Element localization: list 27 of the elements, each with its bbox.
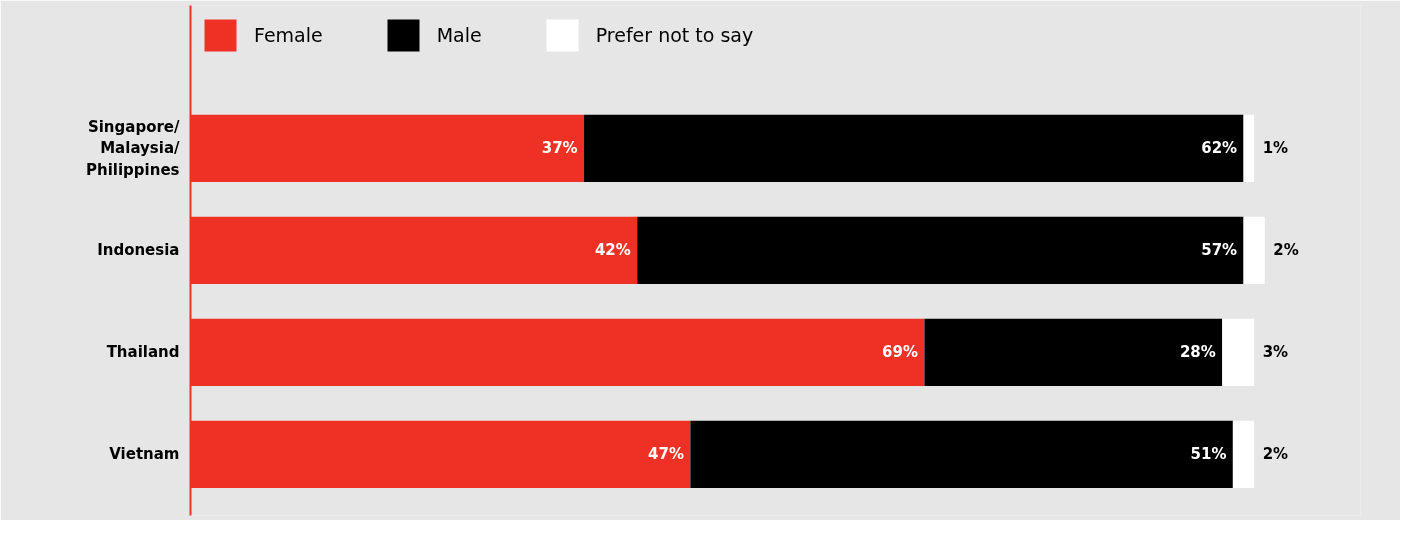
data-label: 47% — [648, 445, 685, 464]
legend-label: Male — [436, 24, 482, 46]
legend-label: Prefer not to say — [595, 24, 754, 46]
bar — [1243, 216, 1265, 284]
data-label: 69% — [882, 343, 919, 362]
data-label: 62% — [1201, 139, 1238, 158]
y-tick-label: Vietnam — [109, 445, 180, 464]
data-label: 2% — [1262, 445, 1289, 464]
bar — [637, 216, 1244, 284]
data-label: 3% — [1262, 343, 1289, 362]
legend-label: Female — [254, 24, 323, 46]
y-tick-label: Indonesia — [97, 241, 180, 260]
bar — [1232, 420, 1255, 488]
data-label: 2% — [1273, 241, 1299, 260]
y-tick-label: Thailand — [106, 343, 180, 362]
data-label: 1% — [1262, 139, 1289, 158]
bar — [924, 318, 1223, 386]
data-label: 51% — [1190, 445, 1227, 464]
bar — [690, 420, 1233, 488]
bar — [1243, 114, 1255, 182]
data-label: 28% — [1179, 343, 1216, 362]
bar — [584, 114, 1244, 182]
data-label: 37% — [541, 139, 578, 158]
data-label: 42% — [594, 241, 631, 260]
bar — [1222, 318, 1255, 386]
data-label: 57% — [1201, 241, 1238, 260]
y-tick-label: Singapore/ Malaysia/ Philippines — [86, 117, 181, 179]
